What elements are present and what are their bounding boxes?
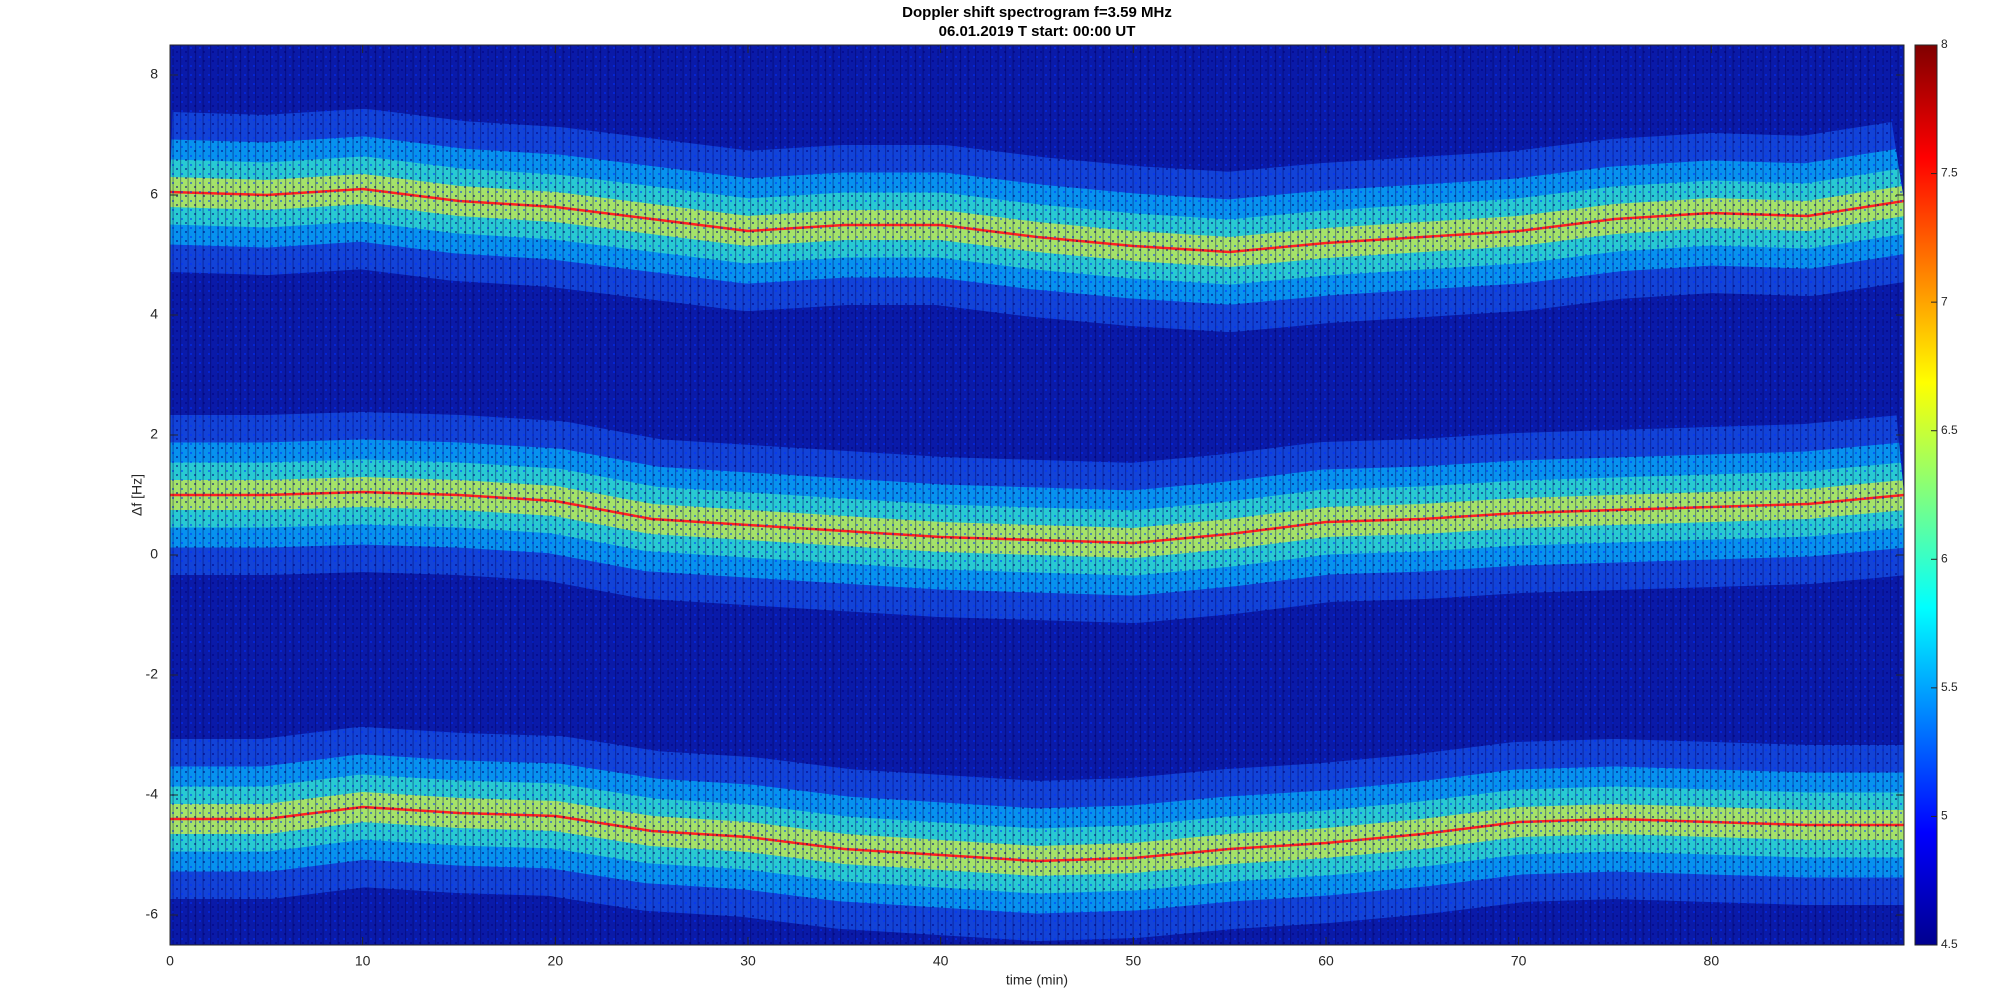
- x-tick-label: 10: [355, 953, 371, 969]
- x-tick-label: 80: [1704, 953, 1720, 969]
- x-tick-label: 70: [1511, 953, 1527, 969]
- y-tick-label: 0: [150, 546, 158, 562]
- y-tick-label: 6: [150, 186, 158, 202]
- colorbar-tick-label: 6: [1941, 551, 1948, 565]
- x-tick-label: 60: [1318, 953, 1334, 969]
- colorbar-tick-label: 5.5: [1941, 680, 1958, 694]
- colorbar-tick-label: 5: [1941, 809, 1948, 823]
- texture: [170, 45, 1904, 945]
- colorbar: [1914, 44, 1938, 946]
- y-tick-label: 8: [150, 66, 158, 82]
- y-tick-label: 4: [150, 306, 158, 322]
- chart-subtitle: 06.01.2019 T start: 00:00 UT: [939, 23, 1136, 40]
- x-tick-label: 40: [933, 953, 949, 969]
- x-tick-label: 30: [740, 953, 756, 969]
- colorbar-tick-label: 6.5: [1941, 423, 1958, 437]
- colorbar-tick-label: 7: [1941, 294, 1948, 308]
- axes-box: [169, 44, 1905, 946]
- y-axis-label: Δf [Hz]: [129, 474, 145, 516]
- x-tick-label: 50: [1126, 953, 1142, 969]
- colorbar-tick-label: 4.5: [1941, 937, 1958, 951]
- x-tick-label: 20: [548, 953, 564, 969]
- y-tick-label: 2: [150, 426, 158, 442]
- y-tick-label: -2: [146, 666, 159, 682]
- y-tick-label: -6: [146, 906, 159, 922]
- chart-title: Doppler shift spectrogram f=3.59 MHz: [902, 4, 1172, 21]
- colorbar-tick-label: 8: [1941, 37, 1948, 51]
- x-tick-label: 0: [166, 953, 174, 969]
- x-axis-label: time (min): [1006, 972, 1068, 988]
- y-tick-label: -4: [146, 786, 159, 802]
- colorbar-tick-label: 7.5: [1941, 166, 1958, 180]
